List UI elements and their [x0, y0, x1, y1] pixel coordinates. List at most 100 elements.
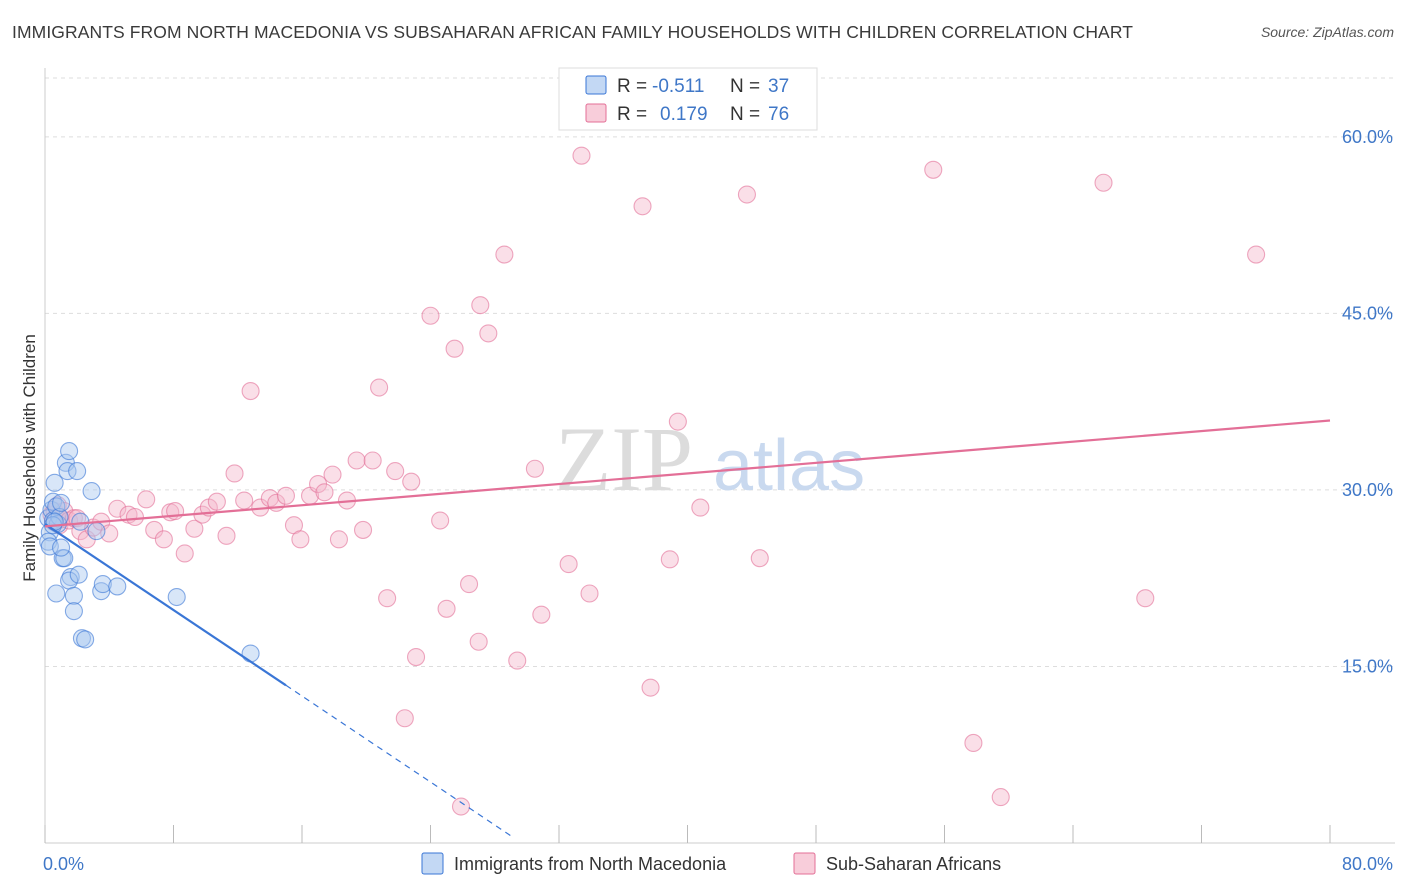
point-sub-saharan — [353, 520, 373, 539]
point-sub-saharan — [241, 382, 260, 401]
point-sub-saharan — [137, 490, 156, 509]
point-sub-saharan — [395, 709, 414, 728]
point-sub-saharan — [235, 491, 254, 510]
x-tick-labels: 0.0% 80.0% — [43, 854, 1393, 874]
point-sub-saharan — [668, 412, 687, 431]
legend-r-label: R = — [617, 76, 647, 97]
point-sub-saharan — [363, 451, 382, 470]
legend-swatch-north-macedonia — [421, 852, 444, 875]
watermark: ZIP atlas — [555, 408, 865, 510]
point-sub-saharan — [737, 185, 756, 204]
legend-swatch-blue — [585, 75, 607, 95]
point-sub-saharan — [276, 486, 295, 505]
point-sub-saharan — [315, 483, 334, 502]
point-sub-saharan — [471, 296, 490, 315]
chart-source: Source: ZipAtlas.com — [1260, 24, 1394, 40]
legend-n-label: N = — [730, 104, 760, 125]
point-sub-saharan — [323, 465, 342, 484]
point-sub-saharan — [145, 520, 164, 539]
point-sub-saharan — [1094, 173, 1113, 192]
point-north-macedonia — [52, 493, 71, 512]
point-sub-saharan — [559, 555, 578, 574]
point-sub-saharan — [154, 530, 173, 549]
legend-r-label: R = — [617, 104, 647, 125]
point-sub-saharan — [125, 507, 144, 527]
point-sub-saharan — [750, 549, 769, 568]
trend-line-north-macedonia-extrapolated — [285, 684, 512, 837]
point-north-macedonia — [47, 584, 66, 603]
point-north-macedonia — [68, 462, 87, 481]
point-north-macedonia — [167, 587, 186, 607]
point-sub-saharan — [469, 632, 488, 651]
point-sub-saharan — [525, 459, 544, 478]
legend-n-value-blue: 37 — [768, 76, 789, 97]
point-sub-saharan — [378, 589, 397, 608]
point-sub-saharan — [572, 146, 591, 165]
point-north-macedonia — [82, 482, 101, 501]
point-sub-saharan — [479, 324, 498, 343]
grid-lines — [45, 77, 1395, 667]
point-sub-saharan — [217, 526, 236, 545]
point-sub-saharan — [660, 550, 679, 569]
point-sub-saharan — [445, 339, 464, 358]
series-legend: Immigrants from North Macedonia Sub-Saha… — [421, 852, 1001, 875]
point-sub-saharan — [370, 378, 389, 397]
y-tick-label: 60.0% — [1342, 127, 1393, 147]
point-sub-saharan — [964, 733, 983, 753]
point-north-macedonia — [241, 644, 260, 663]
point-sub-saharan — [508, 651, 527, 670]
chart-title: IMMIGRANTS FROM NORTH MACEDONIA VS SUBSA… — [12, 22, 1134, 42]
y-tick-label: 45.0% — [1342, 303, 1393, 323]
x-tick-label-max: 80.0% — [1342, 854, 1393, 874]
point-sub-saharan — [225, 464, 244, 483]
point-north-macedonia — [47, 497, 66, 516]
y-tick-label: 15.0% — [1342, 656, 1393, 676]
y-axis-label: Family Households with Children — [20, 334, 39, 582]
point-north-macedonia — [58, 462, 77, 481]
point-north-macedonia — [71, 512, 90, 531]
point-sub-saharan — [1247, 245, 1266, 264]
point-sub-saharan — [580, 584, 599, 603]
point-sub-saharan — [108, 499, 127, 518]
y-tick-label: 30.0% — [1342, 480, 1393, 500]
correlation-legend: R = -0.511 N = 37 R = 0.179 N = 76 — [558, 67, 818, 131]
point-sub-saharan — [437, 599, 456, 618]
axes — [44, 68, 1395, 844]
point-sub-saharan — [207, 492, 226, 511]
point-sub-saharan — [532, 605, 551, 624]
legend-r-value-pink: 0.179 — [660, 104, 708, 125]
point-sub-saharan — [633, 197, 652, 216]
point-north-macedonia — [45, 473, 64, 492]
legend-n-value-pink: 76 — [768, 104, 789, 125]
point-sub-saharan — [386, 462, 405, 481]
trend-line-north-macedonia — [44, 523, 287, 687]
legend-n-label: N = — [730, 76, 760, 97]
trend-line-sub-saharan — [44, 419, 1331, 528]
legend-swatch-pink — [585, 103, 607, 123]
trend-lines — [44, 419, 1331, 837]
x-tick-label-min: 0.0% — [43, 854, 84, 874]
point-sub-saharan — [347, 451, 366, 470]
point-sub-saharan — [185, 519, 204, 538]
legend-r-value-blue: -0.511 — [652, 76, 704, 97]
point-north-macedonia — [87, 522, 106, 541]
point-sub-saharan — [495, 245, 514, 264]
point-north-macedonia — [55, 549, 74, 568]
point-sub-saharan — [451, 797, 471, 816]
point-north-macedonia — [60, 442, 79, 461]
point-north-macedonia — [108, 577, 127, 596]
point-sub-saharan — [406, 647, 426, 667]
point-sub-saharan — [421, 306, 440, 325]
y-tick-labels: 15.0% 30.0% 45.0% 60.0% — [1342, 127, 1393, 677]
point-sub-saharan — [291, 530, 310, 549]
legend-label-north-macedonia: Immigrants from North Macedonia — [454, 854, 727, 874]
point-sub-saharan — [431, 511, 450, 530]
point-north-macedonia — [52, 538, 71, 557]
point-sub-saharan — [175, 544, 194, 563]
point-north-macedonia — [93, 575, 112, 594]
point-sub-saharan — [924, 160, 943, 179]
legend-swatch-sub-saharan — [793, 852, 816, 875]
point-north-macedonia — [76, 630, 95, 649]
legend-label-sub-saharan: Sub-Saharan Africans — [826, 854, 1001, 874]
